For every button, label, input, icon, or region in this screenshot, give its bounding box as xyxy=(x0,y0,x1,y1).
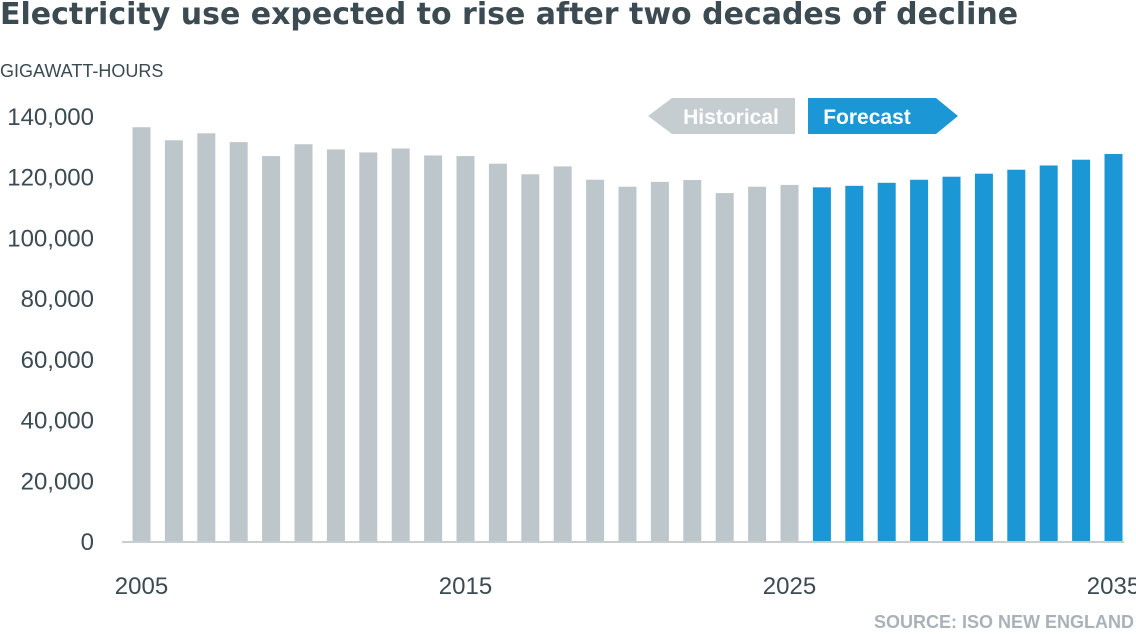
bar-2019 xyxy=(586,179,605,541)
bar-2032 xyxy=(1007,169,1026,541)
legend: Historical Forecast xyxy=(648,98,958,134)
y-tick-label: 0 xyxy=(81,529,94,556)
bar-2006 xyxy=(164,140,183,542)
y-tick-label: 100,000 xyxy=(7,225,94,252)
bar-2023 xyxy=(715,193,734,541)
y-tick-label: 80,000 xyxy=(21,286,94,313)
bar-2027 xyxy=(845,185,864,542)
y-tick-label: 60,000 xyxy=(21,347,94,374)
y-tick-label: 120,000 xyxy=(7,165,94,192)
x-tick-label: 2015 xyxy=(439,573,492,600)
bar-2012 xyxy=(359,152,378,541)
bar-2028 xyxy=(877,182,896,542)
bars xyxy=(132,127,1123,542)
bar-2010 xyxy=(294,144,313,541)
y-axis-ticks: 0 20,000 40,000 60,000 80,000 100,000 120,000 1… xyxy=(7,104,94,556)
y-axis-label: GIGAWATT-HOURS xyxy=(0,61,163,81)
bar-2017 xyxy=(521,174,540,542)
bar-2031 xyxy=(974,173,993,541)
legend-historical-arrow xyxy=(648,98,795,134)
x-tick-label: 2025 xyxy=(763,573,816,600)
bar-2007 xyxy=(197,133,216,541)
y-tick-label: 40,000 xyxy=(21,408,94,435)
bar-2008 xyxy=(229,142,248,541)
bar-2029 xyxy=(910,179,929,541)
bar-2024 xyxy=(748,186,767,541)
bar-2009 xyxy=(262,156,281,542)
y-tick-label: 140,000 xyxy=(7,104,94,131)
bar-2011 xyxy=(326,149,345,541)
x-axis-ticks: 2005 2015 2025 2035 xyxy=(115,573,1136,600)
bar-2020 xyxy=(618,186,637,541)
bar-2021 xyxy=(650,181,669,541)
x-tick-label: 2035 xyxy=(1087,573,1136,600)
bar-2034 xyxy=(1072,159,1091,541)
bar-2022 xyxy=(683,180,702,541)
legend-forecast-label: Forecast xyxy=(823,106,911,129)
bar-2005 xyxy=(132,127,151,541)
bar-2015 xyxy=(456,156,475,542)
chart-title: Electricity use expected to rise after t… xyxy=(0,0,1019,32)
bar-2033 xyxy=(1039,165,1058,541)
bar-2013 xyxy=(391,148,410,541)
bar-2016 xyxy=(488,163,507,542)
x-tick-label: 2005 xyxy=(115,573,168,600)
bar-2014 xyxy=(424,155,443,541)
source-note: SOURCE: ISO NEW ENGLAND xyxy=(873,612,1134,632)
bar-2025 xyxy=(780,184,799,542)
bar-2018 xyxy=(553,166,572,541)
legend-forecast-arrow xyxy=(808,98,958,134)
bar-2026 xyxy=(812,187,831,541)
legend-historical-label: Historical xyxy=(683,106,779,129)
bar-2030 xyxy=(942,176,961,541)
y-tick-label: 20,000 xyxy=(21,468,94,495)
bar-2035 xyxy=(1104,153,1123,542)
